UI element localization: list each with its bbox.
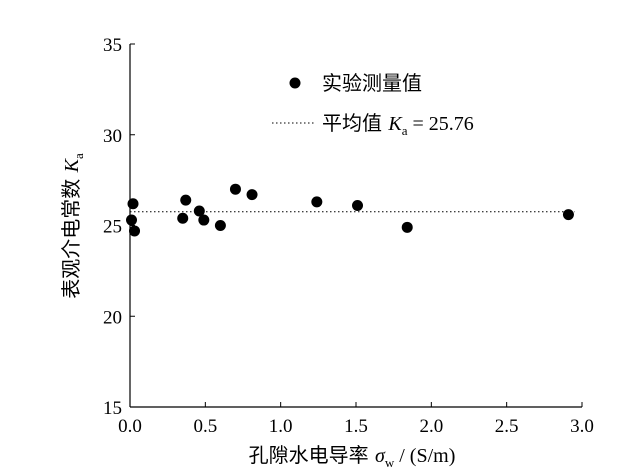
x-tick-label: 1.0: [269, 416, 293, 437]
data-point: [177, 212, 189, 224]
x-tick-label: 2.0: [419, 416, 443, 437]
y-tick-label: 20: [103, 307, 122, 328]
y-tick-label: 30: [103, 126, 122, 147]
data-point: [246, 189, 258, 201]
data-point: [311, 196, 323, 208]
y-tick-label: 15: [103, 398, 122, 419]
x-axis-label-symbol: σ: [375, 445, 386, 467]
y-tick-label: 35: [103, 35, 122, 56]
data-point: [193, 205, 205, 217]
x-ticks: 0.0 0.5 1.0 1.5 2.0 2.5 3.0: [118, 402, 594, 437]
data-point: [129, 225, 141, 237]
x-axis-label: 孔隙水电导率 σw / (S/m): [249, 443, 456, 470]
x-tick-label: 2.5: [495, 416, 519, 437]
y-axis-label-subscript: a: [71, 153, 86, 159]
y-axis-label: 表观介电常数 Ka: [59, 153, 86, 299]
x-axis-label-prefix: 孔隙水电导率: [249, 443, 375, 467]
legend-mean-symbol: K: [387, 113, 403, 135]
x-axis-label-subscript: w: [385, 455, 395, 470]
data-point: [198, 214, 210, 226]
data-point: [214, 220, 226, 231]
data-points: [126, 183, 574, 237]
legend-label-mean: 平均值 Ka = 25.76: [322, 111, 474, 138]
legend-label-measured: 实验测量值: [322, 71, 422, 95]
legend-mean-subscript: a: [402, 123, 408, 138]
y-tick-label: 25: [103, 217, 122, 238]
data-point: [180, 194, 192, 206]
x-axis-label-suffix: / (S/m): [394, 445, 455, 467]
axes: [129, 44, 582, 408]
y-axis-label-prefix: 表观介电常数: [59, 172, 83, 298]
x-tick-label: 1.5: [344, 416, 368, 437]
x-tick-label: 0.5: [193, 416, 217, 437]
legend-mean-prefix: 平均值: [322, 111, 388, 135]
data-point: [562, 209, 574, 221]
data-point: [126, 214, 138, 226]
data-point: [127, 198, 139, 210]
data-point: [401, 221, 413, 233]
legend-marker-measured: [289, 77, 301, 89]
y-ticks: 15 20 25 30 35: [103, 35, 135, 419]
x-tick-label: 3.0: [570, 416, 594, 437]
x-tick-label: 0.0: [118, 416, 142, 437]
data-point: [229, 183, 241, 195]
legend-mean-value: = 25.76: [407, 113, 473, 135]
y-axis-label-symbol: K: [61, 157, 83, 173]
data-point: [352, 200, 364, 212]
legend: 实验测量值 平均值 Ka = 25.76: [272, 71, 474, 138]
